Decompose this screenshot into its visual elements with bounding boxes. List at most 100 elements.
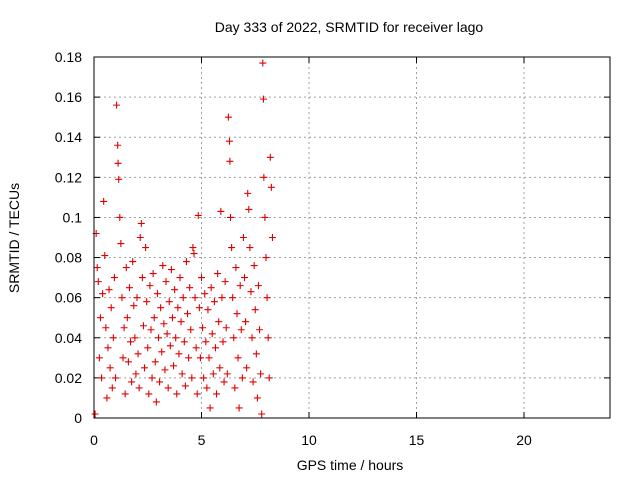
data-point xyxy=(229,294,237,302)
data-point xyxy=(268,234,276,241)
data-point xyxy=(119,354,127,362)
data-point xyxy=(244,189,252,197)
data-point xyxy=(185,354,193,362)
data-point xyxy=(167,266,175,274)
data-point xyxy=(105,286,113,294)
data-point xyxy=(93,264,101,272)
y-tick-label: 0.04 xyxy=(55,330,82,346)
data-point xyxy=(267,183,275,191)
data-point xyxy=(124,358,132,366)
data-point xyxy=(219,338,227,346)
data-point xyxy=(133,294,141,302)
data-point xyxy=(188,374,196,382)
data-point xyxy=(100,197,108,205)
data-point xyxy=(254,282,262,290)
data-point xyxy=(168,314,176,322)
data-point xyxy=(160,320,168,328)
data-point xyxy=(173,390,181,398)
data-point xyxy=(114,159,122,167)
data-point xyxy=(171,286,179,294)
y-tick-label: 0.16 xyxy=(55,89,82,105)
data-point xyxy=(233,310,241,318)
data-point xyxy=(198,274,205,282)
data-point xyxy=(120,324,128,332)
data-point xyxy=(135,384,143,392)
data-point xyxy=(131,334,139,342)
data-point xyxy=(98,374,106,382)
data-point xyxy=(153,290,161,298)
data-point xyxy=(242,318,250,326)
data-point xyxy=(263,294,271,302)
data-point xyxy=(174,304,182,312)
data-point xyxy=(238,374,246,382)
chart-title: Day 333 of 2022, SRMTID for receiver lag… xyxy=(215,19,484,35)
data-point xyxy=(172,334,180,342)
x-tick-label: 20 xyxy=(516,432,532,448)
data-point xyxy=(260,173,268,181)
data-point xyxy=(109,334,117,342)
data-point xyxy=(248,334,256,342)
data-point xyxy=(142,244,150,252)
x-axis-label: GPS time / hours xyxy=(297,457,404,473)
plot-frame xyxy=(93,56,611,419)
data-point xyxy=(175,350,183,358)
data-point xyxy=(195,304,203,312)
data-point xyxy=(165,298,173,306)
data-point xyxy=(177,318,185,326)
data-point xyxy=(218,294,226,302)
data-point xyxy=(199,324,207,332)
data-point xyxy=(202,338,210,346)
data-point xyxy=(180,338,188,346)
data-point xyxy=(178,370,186,378)
data-point xyxy=(223,370,231,378)
data-point xyxy=(257,370,265,378)
data-point xyxy=(243,364,251,372)
y-tick-label: 0.1 xyxy=(63,209,83,225)
data-point xyxy=(228,244,236,252)
x-tick-label: 10 xyxy=(301,432,317,448)
data-point xyxy=(155,334,162,342)
data-point xyxy=(181,382,189,390)
data-point xyxy=(163,330,171,338)
data-point xyxy=(129,258,137,266)
data-point xyxy=(261,213,269,221)
data-point xyxy=(117,240,125,248)
data-point xyxy=(246,244,254,252)
data-point xyxy=(156,378,164,386)
data-point xyxy=(186,284,194,292)
data-point xyxy=(201,290,209,298)
data-point xyxy=(213,390,221,398)
data-point xyxy=(226,157,234,165)
data-point xyxy=(236,282,244,290)
data-point xyxy=(95,354,103,362)
data-point xyxy=(235,404,243,412)
y-tick-label: 0 xyxy=(74,410,82,426)
data-point xyxy=(94,278,102,286)
data-point xyxy=(232,264,240,272)
data-point xyxy=(206,404,214,412)
data-point xyxy=(176,274,184,282)
data-point xyxy=(256,326,264,334)
data-point xyxy=(162,278,170,286)
y-tick-label: 0.08 xyxy=(55,250,82,266)
data-point xyxy=(108,384,116,392)
data-point xyxy=(122,264,130,272)
data-point xyxy=(179,294,187,302)
data-point xyxy=(211,344,219,352)
y-tick-label: 0.12 xyxy=(55,169,82,185)
data-point xyxy=(227,213,235,221)
data-point xyxy=(114,141,122,149)
data-point xyxy=(91,410,99,418)
data-point xyxy=(150,314,158,322)
data-point xyxy=(207,284,215,292)
data-point xyxy=(170,362,178,370)
data-point xyxy=(231,384,239,392)
grid xyxy=(94,57,610,418)
data-point xyxy=(253,394,261,402)
data-point xyxy=(144,344,152,352)
data-point xyxy=(159,262,167,270)
axis-ticks: 0 0.02 0.04 0.06 0.08 0.1 0.12 0.14 0.16 0.18 0 5 10… xyxy=(55,49,610,448)
data-point xyxy=(247,288,255,296)
data-point xyxy=(146,282,154,290)
